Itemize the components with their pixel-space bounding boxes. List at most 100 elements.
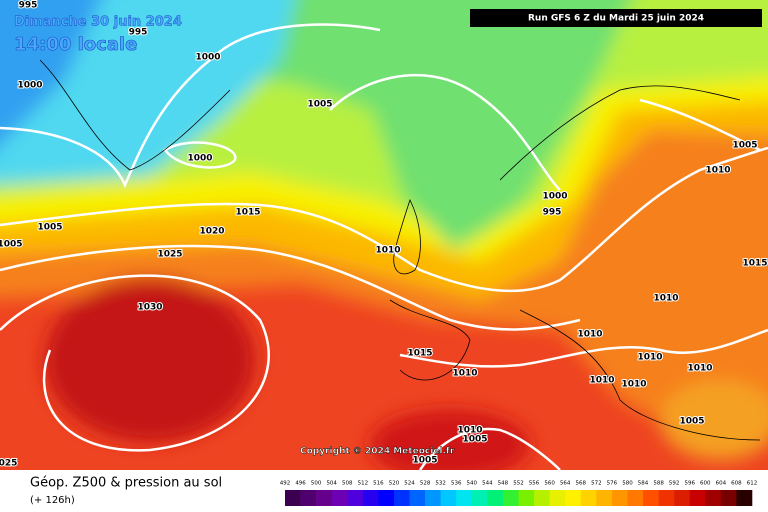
isobar-label: 1005 (679, 417, 704, 427)
isobar-label: 1010 (687, 364, 712, 374)
scale-swatch (565, 490, 582, 506)
scale-label: 608 (731, 481, 742, 487)
scale-label: 596 (684, 481, 695, 487)
scale-label: 588 (653, 481, 664, 487)
isobar-label: 995 (543, 208, 562, 218)
scale-label: 580 (622, 481, 633, 487)
scale-label: 524 (404, 481, 415, 487)
scale-swatch (347, 490, 364, 506)
scale-swatch (705, 490, 722, 506)
scale-label: 576 (607, 481, 618, 487)
isobar-label: 1015 (407, 349, 432, 359)
footer-title: Géop. Z500 & pression au sol (30, 476, 222, 491)
isobar-label: 995 (19, 1, 38, 11)
scale-label: 604 (716, 481, 727, 487)
scale-swatch (611, 490, 628, 506)
scale-label: 572 (591, 481, 602, 487)
scale-label: 544 (482, 481, 493, 487)
scale-swatch (627, 490, 644, 506)
scale-swatch (316, 490, 332, 506)
scale-label: 500 (311, 481, 322, 487)
scale-label: 592 (669, 481, 680, 487)
scale-swatch (409, 490, 426, 506)
copyright: Copyright © 2024 Meteociel.fr (300, 447, 455, 457)
isobar-label: 1010 (637, 353, 662, 363)
scale-swatch (720, 490, 737, 506)
scale-swatch (674, 490, 691, 506)
run-banner (470, 9, 762, 27)
footer-lead: (+ 126h) (30, 495, 75, 506)
isobar-label: 1005 (412, 456, 437, 466)
isobar-label: 1010 (621, 380, 646, 390)
scale-swatch (689, 490, 706, 506)
scale-swatch (534, 490, 550, 506)
isobar-label: 1010 (653, 294, 678, 304)
scale-label: 552 (513, 481, 524, 487)
field (0, 0, 768, 470)
isobar-label: 1010 (577, 330, 602, 340)
isobar-label: 995 (129, 28, 148, 38)
isobar-label: 1005 (732, 141, 757, 151)
scale-label: 520 (389, 481, 400, 487)
isobar-label: 1010 (457, 426, 482, 436)
scale-label: 516 (373, 481, 384, 487)
scale-swatch (596, 490, 613, 506)
scale-label: 600 (700, 481, 711, 487)
isobar-label: 1000 (195, 53, 220, 63)
time: 14:00 locale (14, 34, 137, 55)
isobars (0, 23, 768, 470)
isobar-label: 025 (0, 459, 17, 469)
scale-label: 564 (560, 481, 571, 487)
isobar-label: 1000 (17, 81, 42, 91)
scale-label: 612 (747, 481, 758, 487)
run-info: Run GFS 6 Z du Mardi 25 juin 2024 (528, 14, 704, 24)
scale-swatch (502, 490, 519, 506)
isobar-label: 1020 (199, 227, 224, 237)
scale-label: 532 (435, 481, 446, 487)
scale-swatch (393, 490, 410, 506)
scale-swatch (285, 490, 301, 506)
scale-swatch (331, 490, 348, 506)
scale-label: 560 (544, 481, 555, 487)
isobar-label: 1000 (542, 192, 567, 202)
isobar-label: 1030 (137, 303, 162, 313)
scale-label: 492 (280, 481, 291, 487)
date: Dimanche 30 juin 2024 (14, 15, 182, 30)
isobar-label: 1015 (235, 208, 260, 218)
scale-swatch (736, 490, 753, 506)
scale-label: 536 (451, 481, 462, 487)
scale-label: 540 (467, 481, 478, 487)
scale-swatch (471, 490, 488, 506)
isobar-label: 1015 (742, 259, 767, 269)
scale-label: 584 (638, 481, 649, 487)
isobar-label: 1010 (375, 246, 400, 256)
isobar-label: 1005 (462, 435, 487, 445)
scale-label: 504 (326, 481, 337, 487)
scale-swatch (518, 490, 535, 506)
isobar-label: 1005 (37, 223, 62, 233)
scale-swatch (362, 490, 379, 506)
scale-swatch (378, 490, 395, 506)
isobar-label: 1025 (157, 250, 182, 260)
isobar-label: 1010 (705, 166, 730, 176)
scale-label: 568 (576, 481, 587, 487)
scale-swatch (658, 490, 675, 506)
isobar-label: 1005 (0, 240, 23, 250)
scale-label: 508 (342, 481, 353, 487)
scale-label: 496 (295, 481, 306, 487)
isobar-label: 1005 (307, 100, 332, 110)
scale-label: 548 (498, 481, 509, 487)
isobar-label: 1010 (589, 376, 614, 386)
scale-swatch (549, 490, 566, 506)
isobar-label: 1000 (187, 154, 212, 164)
isobar-label: 1010 (452, 369, 477, 379)
scale-label: 556 (529, 481, 540, 487)
scale-swatch (487, 490, 504, 506)
scale-label: 528 (420, 481, 431, 487)
scale-swatch (300, 490, 317, 506)
scale-swatch (456, 490, 473, 506)
scale-swatch (425, 490, 441, 506)
scale-swatch (580, 490, 597, 506)
scale-swatch (440, 490, 457, 506)
